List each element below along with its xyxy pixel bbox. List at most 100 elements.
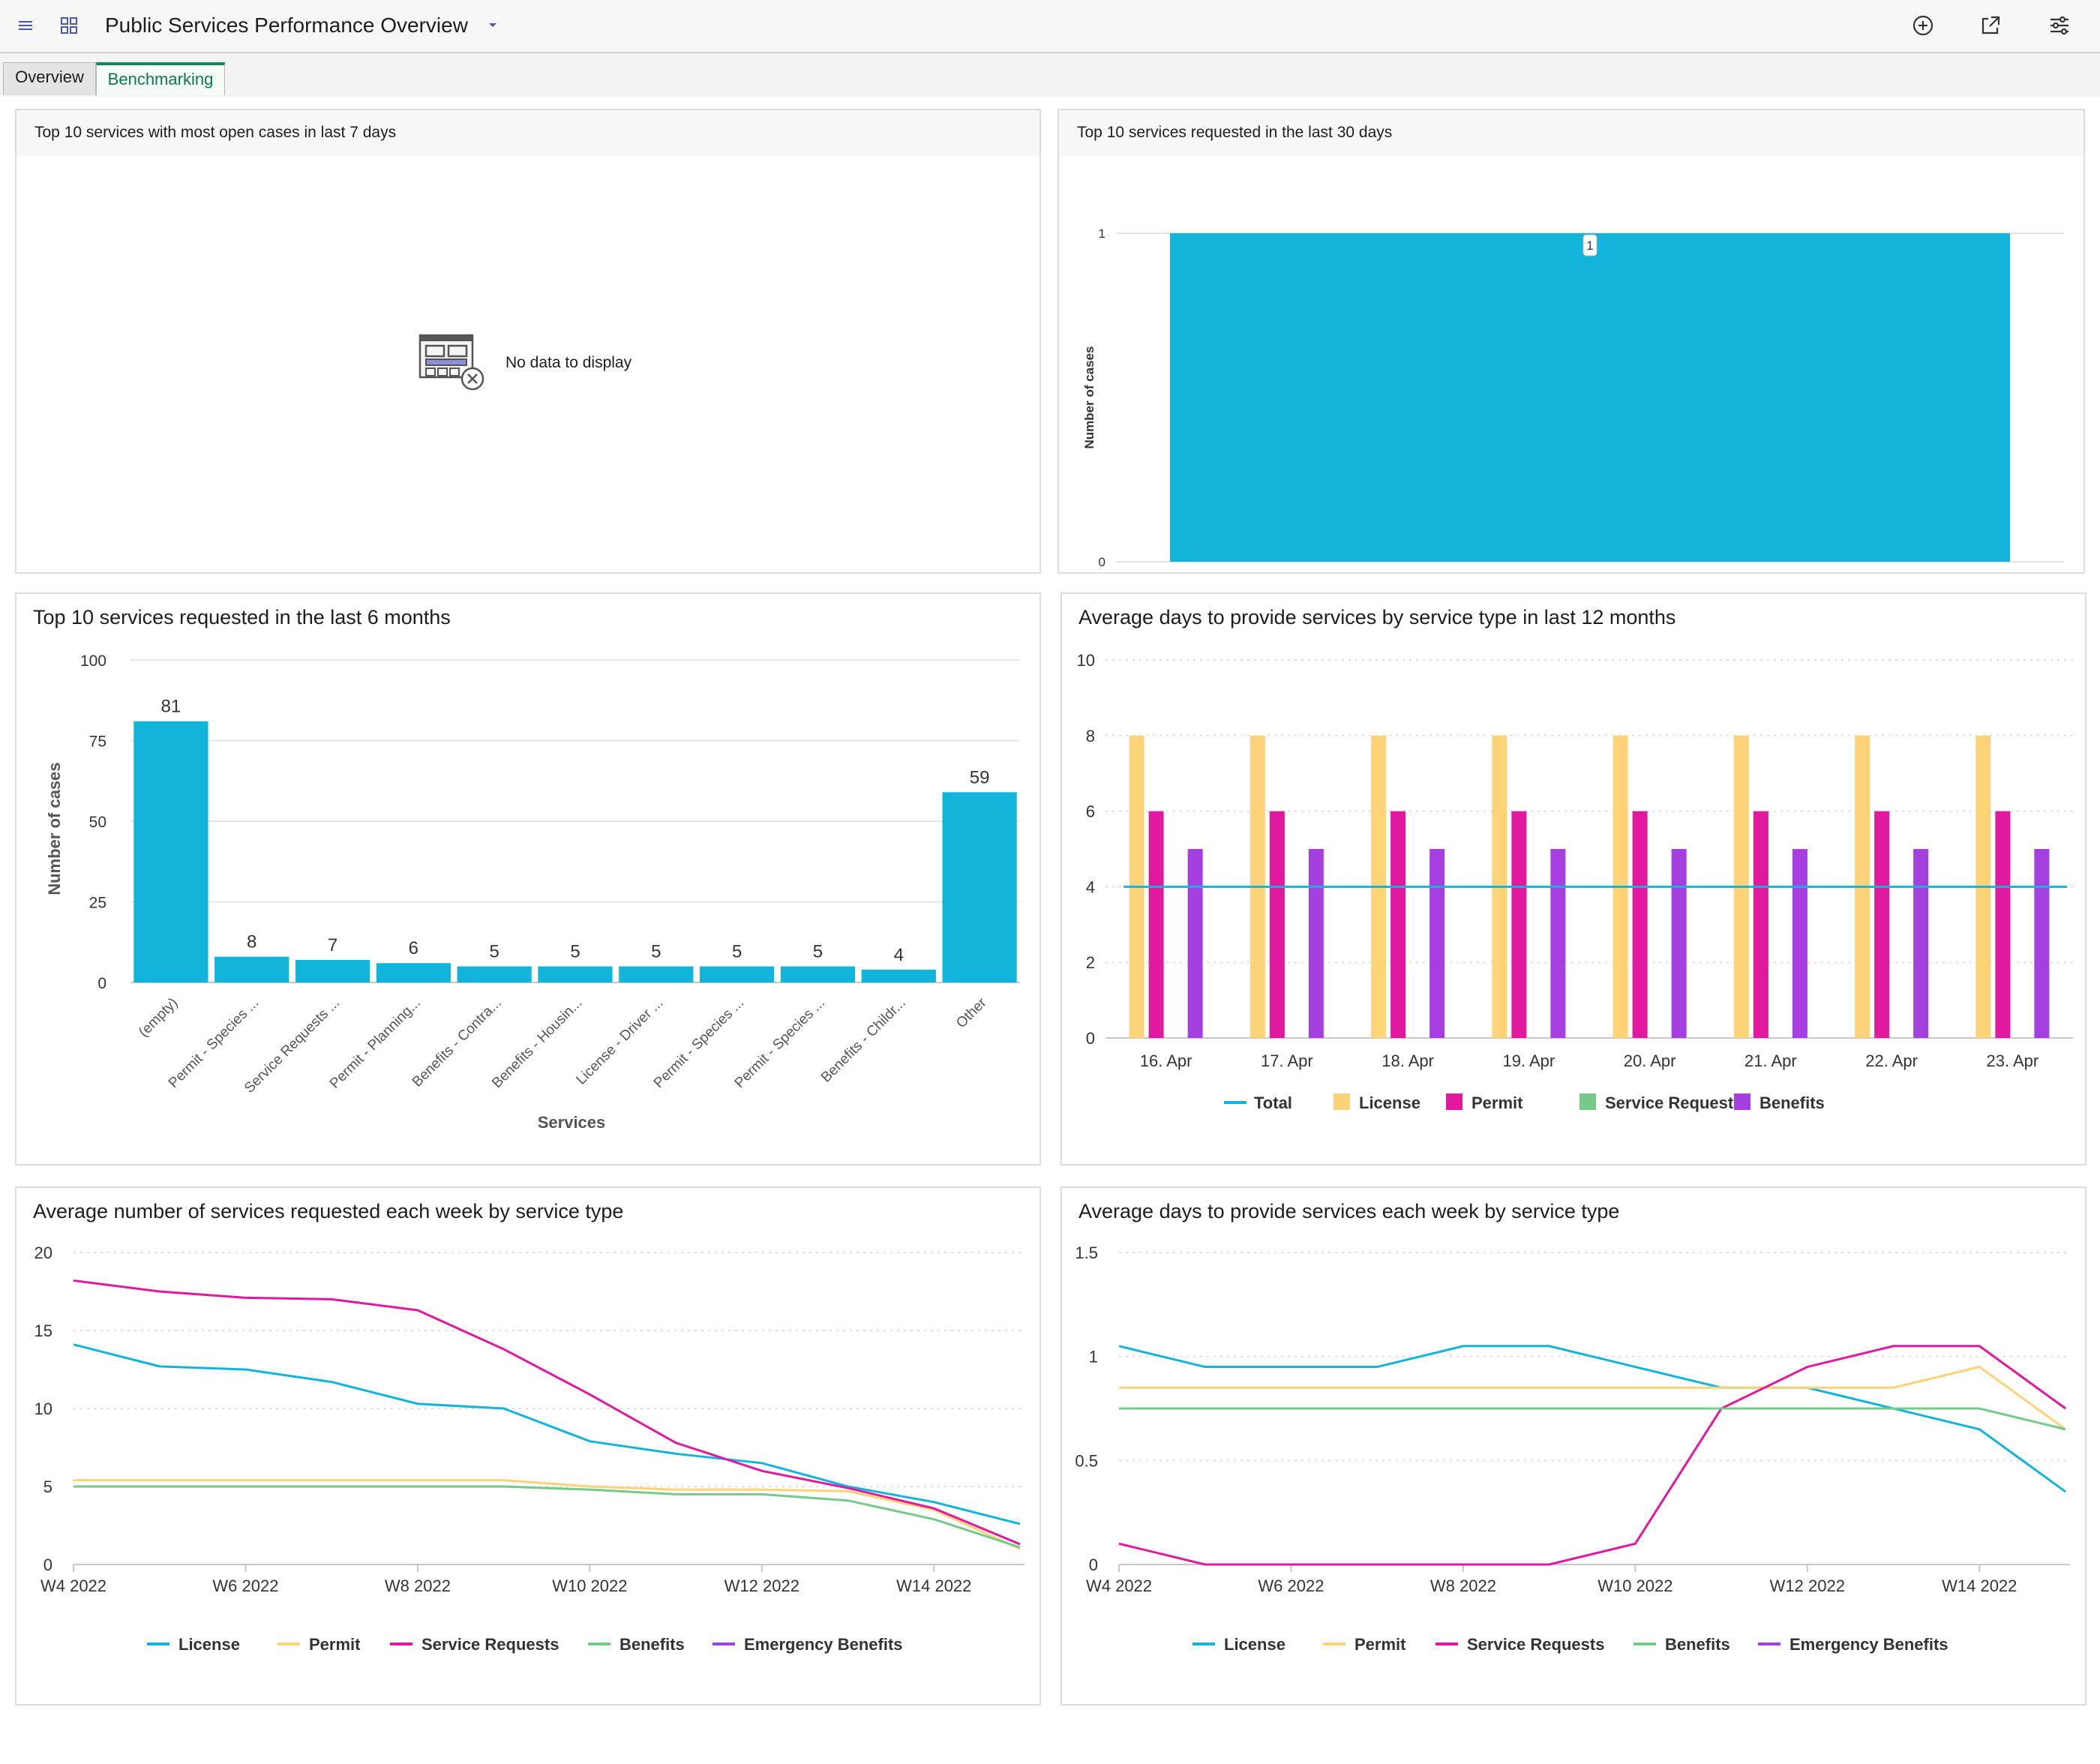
- share-icon[interactable]: [1976, 10, 2006, 40]
- no-data-icon: [418, 334, 484, 391]
- y-tick-label: 8: [1086, 727, 1095, 746]
- x-tick-label: Permit - Planning...: [327, 995, 424, 1092]
- panel-title: Average days to provide services by serv…: [1078, 606, 1676, 628]
- data-label-bg: [1582, 234, 1598, 256]
- y-tick-label: 0: [1086, 1029, 1095, 1048]
- legend-label-total: Total: [1254, 1094, 1292, 1112]
- x-tick-label: W12 2022: [1770, 1576, 1845, 1595]
- bar-permit-17-apr: [1269, 811, 1285, 1038]
- no-data-message: No data to display: [418, 334, 632, 392]
- bar-benefits-16-apr: [1187, 849, 1203, 1038]
- y-tick-label: 75: [89, 734, 106, 751]
- tab-benchmarking[interactable]: Benchmarking: [96, 62, 225, 95]
- data-label: 59: [970, 767, 990, 788]
- y-tick-label: 6: [1086, 802, 1095, 821]
- y-tick-label: 0: [98, 975, 106, 992]
- y-tick-label: 0.5: [1075, 1451, 1098, 1470]
- data-label: 6: [409, 938, 418, 958]
- x-tick-label: W6 2022: [1258, 1576, 1324, 1595]
- line-permit: [1119, 1365, 2066, 1430]
- x-tick-label: Permit - Species ...: [732, 995, 828, 1091]
- panel-title: Average number of services requested eac…: [33, 1200, 624, 1222]
- x-tick-label: 17. Apr: [1261, 1052, 1313, 1070]
- x-axis-title: Services: [538, 1113, 606, 1132]
- x-tick-label: License - Driver ...: [573, 995, 666, 1088]
- data-label: 5: [813, 942, 823, 962]
- add-circle-icon[interactable]: [1908, 10, 1938, 40]
- legend-label-license: License: [178, 1635, 240, 1654]
- line-permit: [74, 1479, 1021, 1550]
- x-tick-label: Permit - Species ...: [651, 995, 747, 1091]
- sliders-icon[interactable]: [2044, 10, 2074, 40]
- legend-label-service-requests: Service Requests: [422, 1635, 559, 1654]
- bar-permit-18-apr: [1390, 811, 1406, 1038]
- x-tick-label: W14 2022: [896, 1576, 971, 1595]
- legend-label-service-requests: Service Requests: [1467, 1635, 1604, 1654]
- line-license: [73, 1343, 1021, 1526]
- panel-title: Top 10 services requested in the last 30…: [1077, 124, 1393, 141]
- legend-label-emergency-benefits: Emergency Benefits: [1790, 1635, 1948, 1654]
- x-tick-label: 16. Apr: [1140, 1052, 1192, 1070]
- x-tick-label: Benefits - Contra...: [410, 995, 505, 1090]
- y-tick-label: 15: [34, 1322, 52, 1340]
- chart-avg-days-weekly: 0 0.5 1 1.5 W4 2022 W6 2022 W8 2022 W10 2022 W12…: [1075, 1244, 2070, 1654]
- bar-permit-16-apr: [1148, 811, 1164, 1038]
- x-tick-label: W8 2022: [385, 1576, 451, 1595]
- panel-title: Average days to provide services each we…: [1078, 1200, 1620, 1222]
- panel-requested-30d: Top 10 services requested in the last 30…: [1058, 109, 2085, 574]
- bar-permit-19-apr: [1511, 811, 1527, 1038]
- bar-benefits-housin: [538, 966, 613, 982]
- y-tick-label: 0: [44, 1556, 52, 1574]
- x-tick-label: Benefits - Housin...: [489, 995, 585, 1091]
- x-tick-label: 19. Apr: [1503, 1052, 1556, 1070]
- x-tick-label: W4 2022: [1086, 1576, 1152, 1595]
- bar-benefits-19-apr: [1550, 849, 1566, 1038]
- hamburger-icon[interactable]: [10, 10, 40, 40]
- legend-label-license: License: [1359, 1094, 1420, 1112]
- y-tick-label: 10: [34, 1400, 52, 1418]
- no-data-text: No data to display: [506, 354, 632, 371]
- bar-benefits-21-apr: [1792, 849, 1808, 1038]
- bar-permit-23-apr: [1995, 811, 2011, 1038]
- bar-empty: [134, 721, 208, 982]
- legend-label-permit: Permit: [1354, 1635, 1406, 1654]
- x-tick-label: W10 2022: [552, 1576, 627, 1595]
- x-tick-label: W6 2022: [212, 1576, 278, 1595]
- y-axis-title: Number of cases: [1082, 346, 1096, 449]
- chart-avg-requests-weekly: 0 5 10 15 20 W4 2022 W6 2022 W8 2022 W10 2022 W12…: [34, 1244, 1024, 1654]
- panel-title: Top 10 services with most open cases in …: [34, 124, 397, 141]
- bar-benefits-20-apr: [1671, 849, 1687, 1038]
- y-axis-title: Number of cases: [45, 762, 64, 895]
- bar-benefits-17-apr: [1308, 849, 1324, 1038]
- data-label: 5: [490, 942, 500, 962]
- line-service-requests: [73, 1279, 1021, 1546]
- bar-benefits-contra: [457, 966, 532, 982]
- bar-permit-species: [700, 966, 775, 982]
- bar-permit-21-apr: [1753, 811, 1768, 1038]
- top-bar: Public Services Performance Overview: [0, 0, 2100, 53]
- legend-label-license: License: [1224, 1635, 1286, 1654]
- data-label: 4: [894, 945, 904, 965]
- bar-service-requests: [295, 959, 370, 982]
- bar-permit-planning: [376, 963, 451, 982]
- tab-overview[interactable]: Overview: [3, 62, 96, 95]
- x-tick-label: Permit - Species ...: [166, 995, 262, 1091]
- x-tick-label: 22. Apr: [1865, 1052, 1918, 1070]
- bar-benefits-22-apr: [1913, 849, 1929, 1038]
- bar-other: [942, 792, 1017, 982]
- data-label: 81: [161, 697, 182, 717]
- caret-down-icon[interactable]: [488, 10, 498, 40]
- data-label: 5: [732, 942, 742, 962]
- panel-title: Top 10 services requested in the last 6 …: [33, 606, 451, 628]
- data-label: 1: [1586, 238, 1593, 253]
- legend-marker-benefits: [1734, 1094, 1750, 1110]
- x-tick-label: 23. Apr: [1987, 1052, 2039, 1070]
- y-tick-label: 1.5: [1075, 1244, 1098, 1262]
- y-tick-label: 2: [1086, 953, 1095, 972]
- grid-icon[interactable]: [54, 10, 84, 40]
- legend-label-permit: Permit: [309, 1635, 361, 1654]
- x-tick-label: 18. Apr: [1382, 1052, 1434, 1070]
- x-tick-label: Other: [953, 994, 990, 1031]
- y-tick-label: 1: [1099, 226, 1106, 241]
